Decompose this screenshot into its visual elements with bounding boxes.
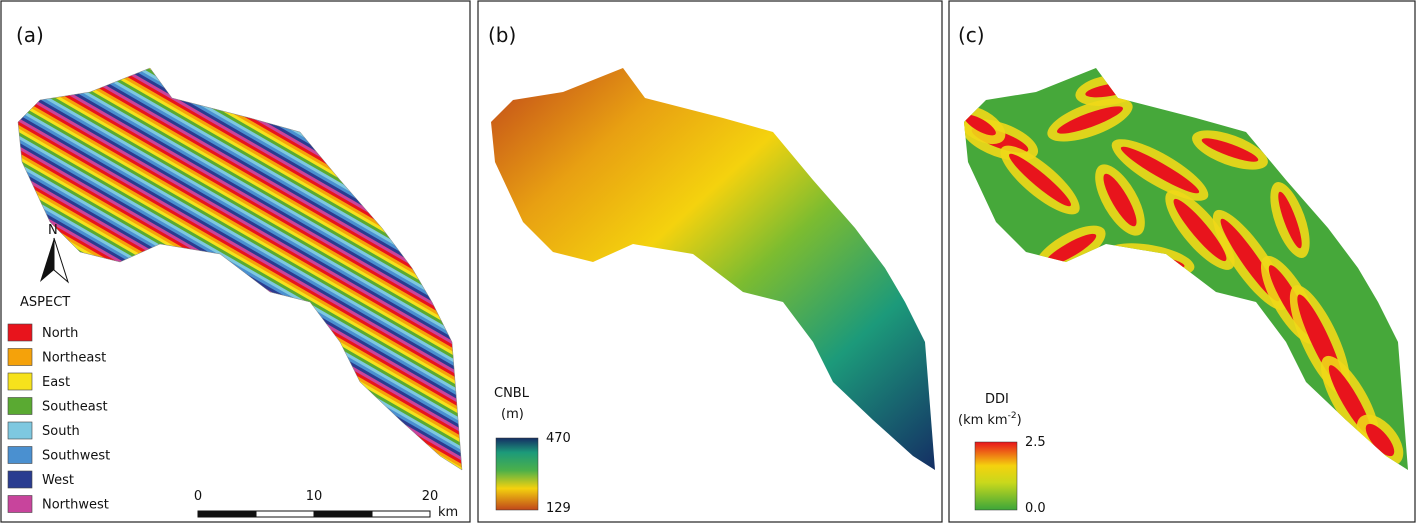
legend-swatch [7, 323, 33, 342]
legend-label: Southeast [42, 400, 108, 415]
scale-segment [313, 510, 373, 518]
colorbar [495, 437, 539, 511]
ddi-core [1201, 138, 1259, 162]
legend-label: West [42, 473, 74, 488]
panel-frame [948, 0, 1416, 523]
north-arrow [53, 237, 70, 284]
ddi-core [1120, 146, 1200, 194]
scale-tick-label: 10 [306, 489, 323, 504]
legend-swatch [7, 348, 33, 366]
panel-frame [0, 0, 471, 523]
colorbar-title: DDI [985, 392, 1009, 407]
legend-swatch [7, 495, 33, 513]
scale-unit: km [438, 505, 458, 520]
ddi-core [1229, 316, 1271, 364]
legend-swatch [7, 446, 33, 464]
ddi-core [1173, 198, 1227, 262]
colorbar-unit: (km km-2) [958, 411, 1022, 428]
legend-label: South [42, 424, 80, 439]
scale-tick-label: 20 [422, 489, 439, 504]
legend-label: Northeast [42, 351, 106, 366]
scale-segment [197, 510, 257, 518]
colorbar-min: 0.0 [1025, 501, 1046, 516]
panel-label: (a) [16, 23, 44, 47]
legend-label: North [42, 326, 78, 341]
colorbar-max: 2.5 [1025, 435, 1046, 450]
ddi-core [1103, 173, 1137, 227]
legend: North Northeast East Southeast South Southwes… [7, 323, 110, 513]
ddi-core [1043, 233, 1097, 267]
scale-segment [371, 510, 431, 518]
legend-label: Northwest [42, 498, 109, 513]
legend-title: ASPECT [20, 295, 70, 310]
panel-label: (c) [958, 23, 985, 47]
north-arrow [40, 238, 54, 282]
legend-swatch [7, 397, 33, 415]
legend-label: Southwest [42, 449, 110, 464]
colorbar-unit: (m) [501, 407, 524, 422]
colorbar-title: CNBL [494, 386, 530, 401]
scale-tick-label: 0 [194, 489, 202, 504]
legend-label: East [42, 375, 70, 390]
ddi-core [964, 114, 996, 136]
legend-swatch [7, 421, 33, 440]
north-label: N [48, 223, 58, 238]
panel-frame [477, 0, 943, 523]
legend-swatch [7, 372, 33, 391]
ddi-core [1278, 191, 1302, 249]
cnbl-map [491, 68, 935, 470]
scale-segment [255, 510, 315, 518]
colorbar-max: 470 [546, 431, 571, 446]
colorbar [974, 441, 1018, 511]
ddi-core [1009, 153, 1071, 207]
ddi-core [1181, 280, 1199, 340]
ddi-core [1365, 423, 1395, 457]
panel-label: (b) [488, 23, 516, 47]
legend-swatch [7, 470, 33, 489]
colorbar-min: 129 [546, 501, 571, 516]
ddi-core [1057, 106, 1123, 134]
